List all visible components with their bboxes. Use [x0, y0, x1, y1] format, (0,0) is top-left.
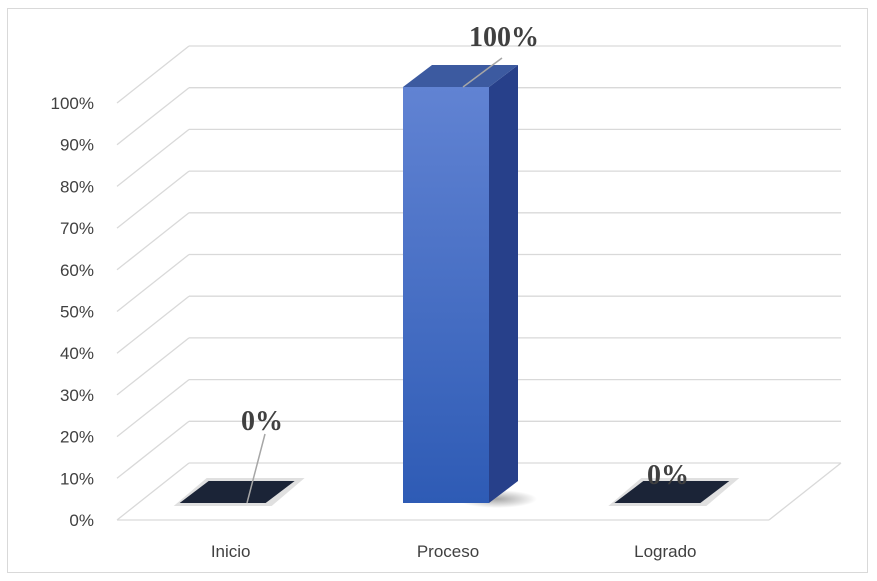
- bar-inicio: [179, 481, 295, 503]
- category-label-proceso: Proceso: [417, 542, 479, 561]
- gridline-diagonal: [116, 253, 190, 313]
- category-labels: Inicio Proceso Logrado: [211, 542, 697, 561]
- y-tick-label: 30%: [60, 386, 94, 405]
- gridline-diagonal: [116, 87, 190, 146]
- y-tick-label: 0%: [69, 511, 94, 530]
- data-label-logrado: 0%: [647, 460, 689, 491]
- y-tick-label: 20%: [60, 428, 94, 447]
- category-label-inicio: Inicio: [211, 542, 251, 561]
- bar-side-proceso: [489, 65, 518, 503]
- bars: [173, 65, 740, 508]
- leader-line: [246, 433, 266, 504]
- category-label-logrado: Logrado: [634, 542, 696, 561]
- data-label-inicio: 0%: [241, 406, 283, 437]
- data-labels: 0% 100% 0%: [241, 22, 689, 504]
- bar-proceso: [403, 87, 489, 503]
- gridline-diagonal: [116, 170, 190, 229]
- y-tick-label: 70%: [60, 219, 94, 238]
- y-tick-label: 50%: [60, 303, 94, 322]
- y-axis-tick-labels: 0% 10% 20% 30% 40% 50% 60% 70% 80% 90% 100%: [51, 94, 94, 530]
- gridline-diagonal: [116, 128, 190, 187]
- gridline-diagonal: [116, 212, 190, 271]
- floor-side-edge: [768, 462, 842, 521]
- data-label-proceso: 100%: [469, 22, 539, 53]
- bar-logrado: [614, 481, 730, 503]
- gridline-diagonal: [116, 420, 190, 479]
- y-tick-label: 90%: [60, 136, 94, 155]
- y-tick-label: 80%: [60, 177, 94, 196]
- y-tick-label: 10%: [60, 469, 94, 488]
- gridline-diagonal: [116, 295, 190, 354]
- bar-top-proceso: [403, 65, 518, 87]
- gridline-diagonal: [116, 45, 190, 104]
- y-tick-label: 60%: [60, 261, 94, 280]
- gridline-diagonal: [116, 337, 190, 396]
- y-tick-label: 40%: [60, 344, 94, 363]
- gridline-diagonal: [116, 379, 190, 438]
- leader-line: [462, 57, 503, 88]
- gridline-diagonal: [116, 462, 190, 521]
- y-tick-label: 100%: [51, 94, 94, 113]
